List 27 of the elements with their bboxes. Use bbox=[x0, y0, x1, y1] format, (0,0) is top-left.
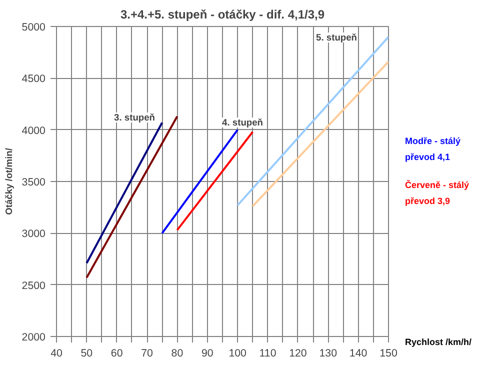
annotation: 3. stupeň bbox=[114, 112, 156, 122]
x-tick-label: 100 bbox=[228, 348, 247, 360]
annotation: 4. stupeň bbox=[222, 118, 264, 128]
x-axis-title: Rychlost /km/h/ bbox=[405, 336, 472, 349]
y-tick-label: 5000 bbox=[22, 22, 46, 34]
x-tick-label: 110 bbox=[259, 348, 276, 360]
x-tick-label: 80 bbox=[171, 348, 184, 360]
y-tick-label: 4000 bbox=[22, 124, 46, 137]
annotation: 5. stupeň bbox=[316, 32, 358, 42]
y-tick-label: 3000 bbox=[22, 228, 46, 240]
x-tick-label: 130 bbox=[319, 348, 338, 360]
x-tick-label: 70 bbox=[141, 348, 154, 360]
x-tick-label: 50 bbox=[80, 348, 93, 360]
y-tick-label: 4500 bbox=[22, 73, 46, 86]
x-tick-label: 120 bbox=[289, 348, 307, 360]
x-tick-label: 40 bbox=[50, 348, 62, 360]
y-tick-label: 3500 bbox=[22, 176, 46, 188]
y-tick-label: 2500 bbox=[22, 280, 46, 292]
x-tick-label: 90 bbox=[201, 348, 214, 360]
chart-title: 3.+4.+5. stupeň - otáčky - dif. 4,1/3,9 bbox=[120, 8, 325, 22]
x-tick-label: 60 bbox=[110, 348, 123, 360]
x-tick-label: 150 bbox=[380, 348, 398, 360]
text: Modře - stálý převod 4,1 bbox=[405, 135, 462, 164]
y-axis-title: Otáčky /ot/min/ bbox=[4, 148, 14, 215]
text: Červeně - stálý převod 3,9 bbox=[405, 179, 470, 208]
x-tick-label: 140 bbox=[349, 348, 368, 360]
y-tick-label: 2000 bbox=[22, 332, 46, 344]
